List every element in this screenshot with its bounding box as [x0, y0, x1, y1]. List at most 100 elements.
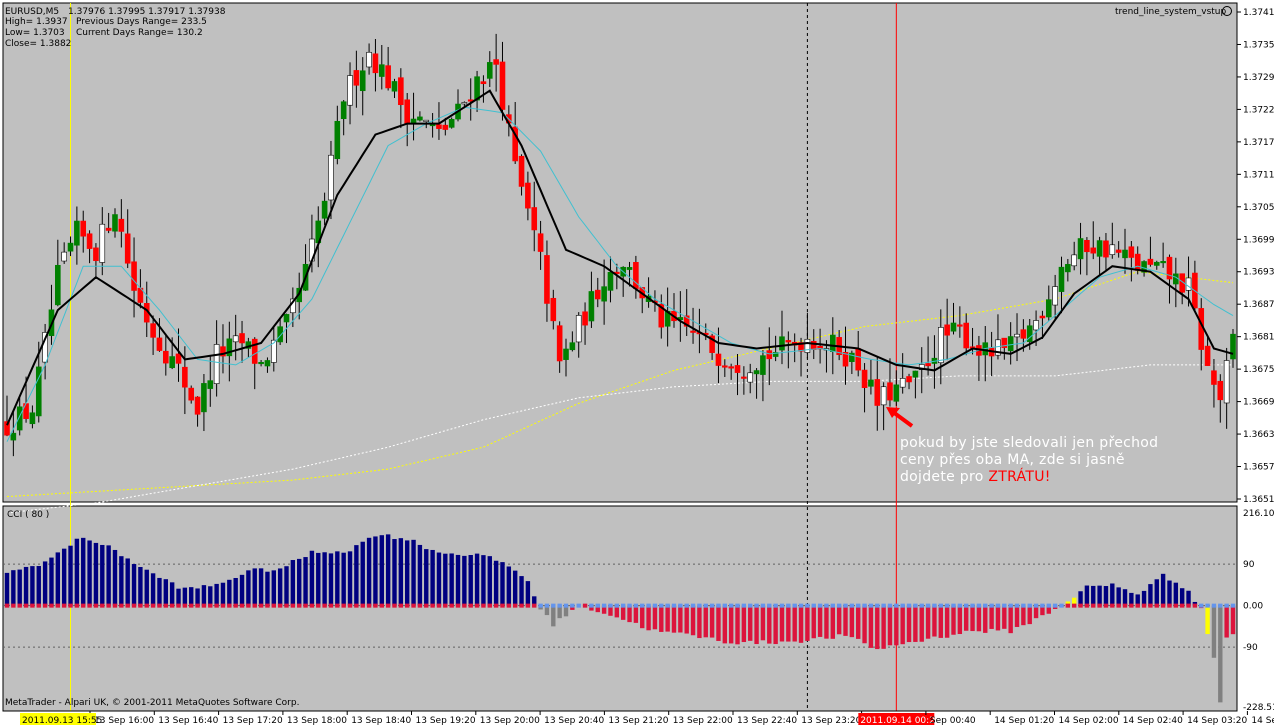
- cci-bar: [1148, 584, 1153, 606]
- ma-yellow-line: [6, 271, 1234, 497]
- price-tick-label: 1.36699: [1243, 398, 1274, 408]
- cci-zero-dot: [976, 603, 982, 608]
- annotation-line-3: dojdete pro ZTRÁTU!: [900, 468, 1051, 485]
- cci-zero-dot: [589, 603, 594, 608]
- cci-zero-dot: [239, 603, 245, 608]
- cci-zero-dot: [176, 603, 181, 608]
- cci-bar: [430, 549, 435, 606]
- cci-bar: [169, 582, 175, 606]
- cci-zero-dot: [189, 603, 194, 608]
- candle: [10, 412, 17, 457]
- cci-bar: [779, 605, 785, 642]
- cci-bar: [601, 605, 607, 614]
- cci-bar: [811, 605, 816, 639]
- cci-bar: [417, 544, 423, 606]
- candle: [277, 318, 283, 345]
- cci-bar: [557, 605, 562, 619]
- cci-zero-dot: [316, 603, 321, 608]
- cci-bar: [290, 560, 296, 606]
- candle: [937, 309, 944, 385]
- cci-zero-dot: [741, 603, 747, 608]
- cci-bar: [309, 550, 315, 606]
- candle: [1153, 260, 1160, 270]
- cci-bar: [157, 577, 162, 606]
- cci-bar: [1040, 605, 1045, 616]
- cci-zero-dot: [792, 603, 797, 608]
- cci-bar: [1002, 605, 1007, 629]
- cci-bar: [1129, 592, 1134, 606]
- cci-zero-dot: [887, 603, 893, 608]
- candle: [518, 154, 525, 196]
- cci-bar: [836, 605, 842, 635]
- cci-bar: [176, 588, 181, 606]
- ma-fast-line: [6, 89, 1234, 426]
- candle: [1211, 359, 1217, 408]
- price-panel: [2, 2, 1238, 503]
- cci-zero-dot: [798, 603, 804, 608]
- candle: [607, 256, 614, 303]
- cci-tick-label: 90: [1243, 560, 1255, 570]
- candle: [99, 207, 106, 276]
- cci-zero-dot: [443, 603, 448, 608]
- candle: [372, 38, 379, 92]
- cci-zero-dot: [455, 603, 461, 608]
- annotation-arrow-icon: [891, 410, 914, 428]
- candle: [849, 350, 855, 375]
- cci-bar: [443, 553, 448, 606]
- cci-bar: [900, 605, 905, 645]
- cci-zero-dot: [112, 603, 118, 608]
- cci-zero-dot: [748, 603, 753, 608]
- cci-zero-dot: [843, 603, 848, 608]
- candle: [690, 307, 696, 344]
- candle: [1090, 221, 1097, 260]
- cci-zero-dot: [68, 603, 73, 608]
- cci-bar: [964, 605, 969, 631]
- cci-zero-dot: [1122, 603, 1128, 608]
- cci-bar: [697, 605, 702, 639]
- cci-bar: [303, 557, 308, 606]
- cci-bar: [493, 560, 499, 606]
- cci-bar: [487, 556, 492, 606]
- cci-zero-dot: [74, 603, 80, 608]
- cci-zero-dot: [309, 603, 315, 608]
- cci-zero-dot: [366, 603, 372, 608]
- cci-bar: [61, 548, 67, 606]
- cci-zero-dot: [252, 603, 257, 608]
- cci-zero-dot: [817, 603, 823, 608]
- cci-bar: [862, 605, 867, 644]
- candle: [556, 321, 563, 373]
- annotation-line-3-prefix: dojdete pro: [900, 469, 988, 485]
- cci-bar: [436, 552, 442, 606]
- cci-zero-dot: [347, 603, 353, 608]
- cci-zero-dot: [1059, 603, 1064, 608]
- cci-zero-dot: [424, 603, 429, 608]
- cci-bar: [722, 605, 728, 644]
- cci-zero-dot: [462, 603, 467, 608]
- candle: [658, 294, 665, 339]
- cci-bar: [703, 605, 708, 638]
- cci-zero-dot: [1179, 603, 1185, 608]
- cci-zero-dot: [385, 603, 391, 608]
- candle: [1065, 258, 1071, 282]
- cci-zero-dot: [957, 603, 963, 608]
- cci-zero-dot: [297, 603, 302, 608]
- candle: [957, 306, 963, 338]
- cci-zero-dot: [1148, 603, 1153, 608]
- cci-zero-dot: [627, 603, 632, 608]
- cci-zero-dot: [722, 603, 728, 608]
- candle: [1115, 241, 1122, 258]
- cci-zero-dot: [214, 603, 219, 608]
- cci-bar: [735, 605, 740, 645]
- close-label: Close= 1.3882: [5, 39, 71, 49]
- cci-zero-dot: [1160, 603, 1166, 608]
- cci-zero-dot: [1167, 603, 1172, 608]
- cci-zero-dot: [640, 603, 645, 608]
- cci-zero-dot: [970, 603, 975, 608]
- cci-bar: [512, 570, 518, 606]
- cci-bar: [773, 605, 778, 645]
- cci-bar: [525, 581, 531, 606]
- cci-bar: [277, 568, 283, 606]
- cci-bar: [983, 605, 988, 633]
- ohlc-label: 1.37976 1.37995 1.37917 1.37938: [68, 7, 226, 17]
